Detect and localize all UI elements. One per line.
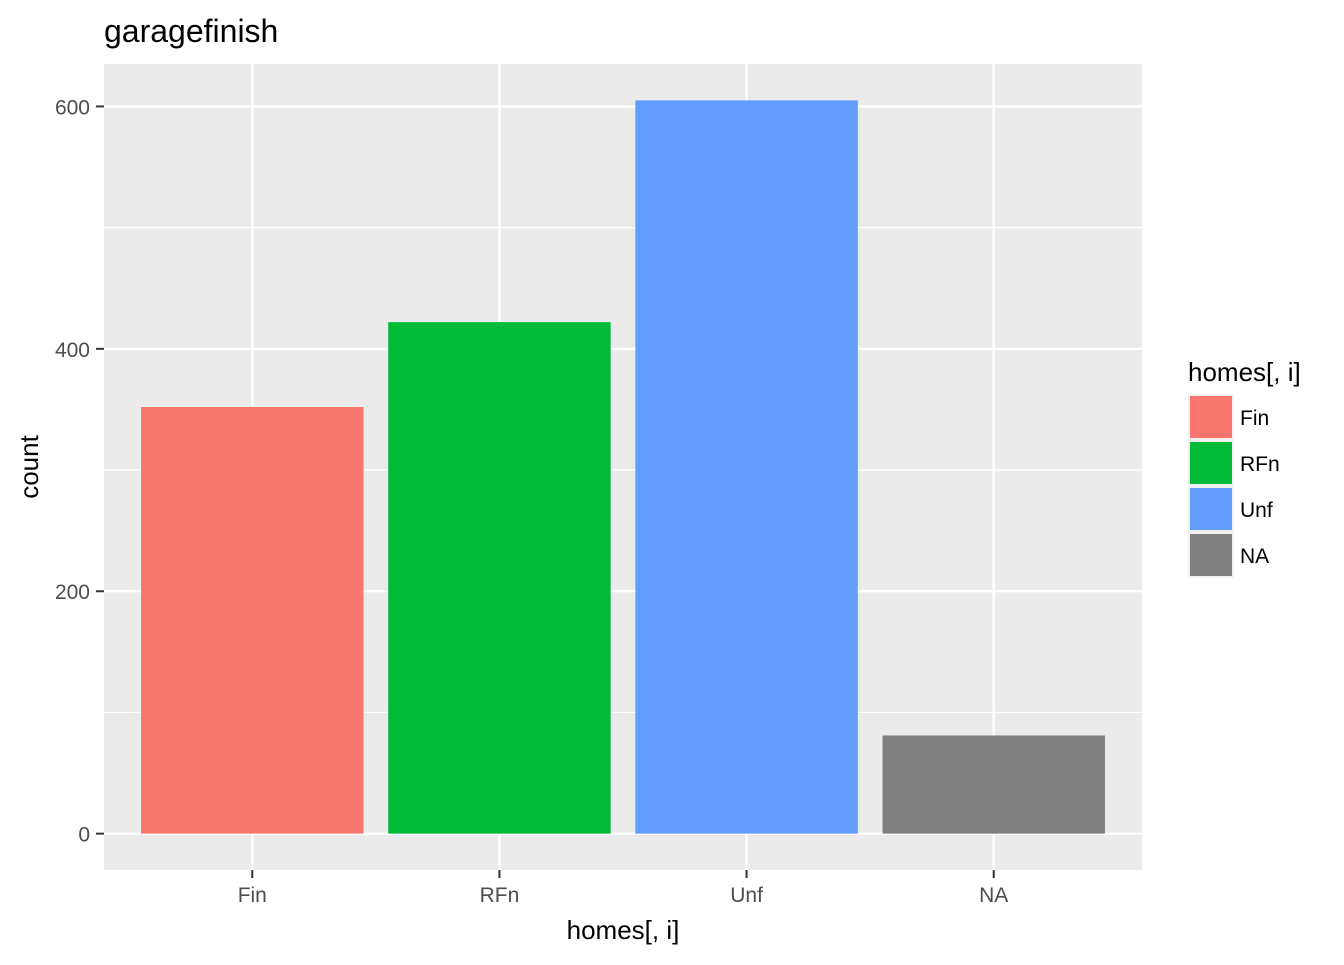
y-tick-label: 200 (55, 581, 90, 604)
legend-swatch-fin (1190, 396, 1232, 438)
x-axis: Fin RFn Unf NA (238, 870, 1008, 907)
y-tick-label: 600 (55, 96, 90, 119)
x-tick-label: Fin (238, 884, 267, 907)
legend-label: Fin (1240, 407, 1269, 430)
legend-label: NA (1240, 545, 1269, 568)
legend-swatch-na (1190, 534, 1232, 576)
y-axis-label: count (14, 434, 44, 498)
chart-title: garagefinish (104, 13, 278, 49)
bar-na (882, 735, 1105, 834)
bars (141, 100, 1105, 834)
x-tick-label: RFn (480, 884, 520, 907)
legend-swatch-rfn (1190, 442, 1232, 484)
legend-label: Unf (1240, 499, 1273, 522)
y-tick-label: 0 (78, 824, 90, 847)
bar-fin (141, 407, 364, 834)
legend: homes[, i] Fin RFn Unf NA (1188, 357, 1301, 578)
y-axis: 0 200 400 600 (55, 96, 104, 847)
legend-title: homes[, i] (1188, 357, 1301, 387)
legend-label: RFn (1240, 453, 1280, 476)
bar-unf (635, 100, 858, 834)
legend-items: Fin RFn Unf NA (1188, 394, 1280, 578)
y-tick-label: 400 (55, 339, 90, 362)
x-tick-label: NA (979, 884, 1008, 907)
x-axis-label: homes[, i] (567, 915, 680, 945)
bar-rfn (388, 322, 611, 834)
legend-swatch-unf (1190, 488, 1232, 530)
x-tick-label: Unf (730, 884, 763, 907)
